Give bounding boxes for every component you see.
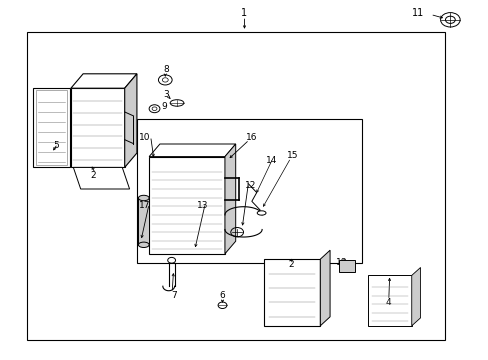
Bar	[137, 119, 361, 263]
Polygon shape	[73, 167, 129, 189]
Text: 7: 7	[170, 292, 176, 300]
Text: 16: 16	[245, 133, 257, 142]
Text: 17: 17	[138, 202, 150, 210]
Text: 15: 15	[286, 151, 298, 160]
Bar	[338, 260, 354, 272]
Text: 4: 4	[385, 298, 391, 307]
Text: 13: 13	[197, 201, 208, 210]
Text: 9: 9	[161, 102, 166, 111]
Ellipse shape	[138, 195, 149, 201]
Text: 14: 14	[265, 156, 277, 165]
Text: 6: 6	[219, 292, 225, 300]
Bar	[264, 259, 320, 326]
Polygon shape	[124, 74, 137, 167]
Bar	[138, 198, 149, 245]
Polygon shape	[411, 267, 420, 326]
Text: 18: 18	[335, 258, 346, 267]
Bar	[149, 157, 224, 254]
Bar	[36, 90, 67, 165]
Text: 5: 5	[53, 141, 59, 150]
Text: 3: 3	[163, 90, 169, 99]
Text: 2: 2	[90, 171, 96, 180]
Text: 10: 10	[138, 133, 150, 142]
Text: 8: 8	[163, 65, 169, 74]
Polygon shape	[71, 74, 137, 88]
Bar	[71, 88, 124, 167]
Text: 1: 1	[241, 8, 247, 18]
Bar	[27, 32, 444, 340]
Bar	[367, 275, 411, 326]
Ellipse shape	[170, 100, 183, 106]
Polygon shape	[149, 144, 235, 157]
Bar	[33, 88, 70, 167]
Text: 2: 2	[287, 260, 293, 269]
Ellipse shape	[138, 242, 149, 248]
Text: 12: 12	[244, 181, 256, 190]
Text: 11: 11	[411, 8, 424, 18]
Ellipse shape	[257, 211, 265, 215]
Polygon shape	[224, 144, 235, 254]
Polygon shape	[320, 250, 329, 326]
